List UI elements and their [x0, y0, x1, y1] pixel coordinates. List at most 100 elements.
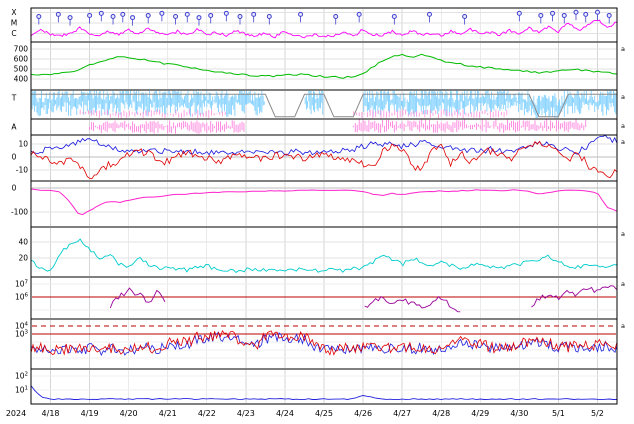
series-xray-flux [30, 19, 618, 39]
flare-marker-icon [110, 14, 116, 19]
x-tick-label: 4/23 [237, 409, 255, 418]
x-tick-label: 4/19 [81, 409, 99, 418]
flare-marker-icon [98, 10, 104, 16]
year-label: 2024 [6, 409, 26, 418]
panel-imf-components: 100 -10 a [12, 134, 625, 182]
series-proton-density [30, 238, 618, 273]
flare-marker-icon [55, 11, 61, 17]
x-axis-labels: 2024 4/18 4/19 4/20 4/21 4/22 4/23 4/24 4/25 4/26… [6, 409, 604, 418]
flare-marker-icon [583, 11, 589, 17]
right-axis-marker: a [621, 122, 625, 130]
flare-marker-icon [266, 14, 272, 19]
panel-xray-flux: XMC [11, 7, 618, 43]
x-tick-label: 5/2 [591, 409, 604, 418]
flare-marker-icon [130, 15, 136, 21]
series-electron-flux [109, 285, 618, 313]
x-gridlines [50, 43, 598, 89]
y-tick-label: 40 [18, 238, 28, 247]
right-axis-marker: a [621, 45, 625, 53]
y-tick-label: M [11, 18, 17, 27]
reference-lines [32, 48, 616, 80]
y-tick-label: 101 [15, 386, 28, 395]
reference-lines [32, 187, 616, 213]
x-gridlines [50, 278, 598, 318]
y-tick-label: T [11, 94, 17, 103]
right-axis-marker: a [621, 280, 625, 288]
flare-marker-icon [356, 11, 362, 17]
x-tick-label: 4/22 [198, 409, 216, 418]
flare-marker-icon [237, 14, 243, 19]
y-tick-label: 104 [15, 322, 29, 331]
flare-marker-icon [120, 11, 126, 17]
x-tick-label: 4/26 [354, 409, 372, 418]
flare-marker-icon [36, 14, 42, 19]
y-tick-label: 106 [15, 293, 29, 302]
flare-marker-icon [145, 12, 151, 18]
panel-border [30, 368, 618, 405]
y-tick-label: 107 [15, 280, 29, 289]
flare-marker-icon [462, 14, 468, 19]
x-tick-label: 4/18 [42, 409, 60, 418]
flare-marker-icon [594, 9, 600, 15]
x-tick-label: 4/20 [120, 409, 138, 418]
x-gridlines [50, 9, 598, 41]
flare-marker-icon [223, 10, 229, 16]
x-tick-label: 4/25 [315, 409, 333, 418]
y-tick-label: 600 [14, 55, 29, 64]
y-tick-label: 102 [15, 372, 28, 381]
flare-marker-icon [561, 12, 567, 18]
x-gridlines [50, 228, 598, 276]
flare-marker-icon [538, 12, 544, 18]
y-tick-label: 400 [14, 75, 29, 84]
series-daylight-step [31, 93, 617, 118]
flare-marker-icon [606, 12, 612, 18]
series-imf-bt [30, 134, 618, 156]
panel-dst-index: 0 -100 [11, 180, 618, 228]
series-flare-event-markers [36, 9, 612, 26]
x-tick-label: 4/24 [276, 409, 294, 418]
y-tick-label: 500 [14, 65, 29, 74]
y-tick-label: C [11, 29, 16, 38]
panel-background-flux: 102 101 [15, 368, 618, 405]
series-temperature-secondary-scatter [79, 109, 508, 119]
flare-marker-icon [298, 11, 304, 17]
y-tick-label: -10 [16, 165, 28, 174]
right-axis-marker: a [621, 138, 625, 146]
series-imf-bz [30, 140, 618, 180]
x-tick-label: 4/27 [393, 409, 411, 418]
flare-marker-icon [159, 10, 165, 16]
y-tick-label: 20 [18, 253, 28, 262]
series-solar-wind-speed [30, 53, 618, 79]
panel-proton-density: 40 20 a [18, 226, 625, 278]
flare-marker-icon [426, 11, 432, 17]
flare-marker-icon [87, 12, 93, 18]
flare-marker-icon [333, 14, 339, 19]
reference-lines [32, 375, 616, 391]
flare-marker-icon [573, 9, 579, 15]
reference-lines [32, 241, 616, 259]
x-gridlines [50, 136, 598, 180]
x-tick-label: 4/21 [159, 409, 177, 418]
series-proton-flux-red [30, 329, 618, 356]
reference-lines [32, 283, 616, 311]
flare-marker-icon [391, 14, 397, 19]
x-tick-label: 4/28 [432, 409, 450, 418]
y-tick-label: 0 [12, 152, 17, 161]
flare-marker-icon [184, 11, 190, 17]
y-tick-label: 0 [12, 183, 17, 192]
y-tick-label: 103 [15, 330, 29, 339]
y-tick-label: 10 [18, 139, 28, 148]
x-tick-label: 5/1 [552, 409, 565, 418]
x-gridlines [50, 182, 598, 226]
x-gridlines [50, 320, 598, 368]
flare-marker-icon [196, 15, 202, 21]
series-dst-index [30, 188, 618, 216]
flare-marker-icon [208, 12, 214, 18]
right-axis-marker: a [621, 322, 625, 330]
